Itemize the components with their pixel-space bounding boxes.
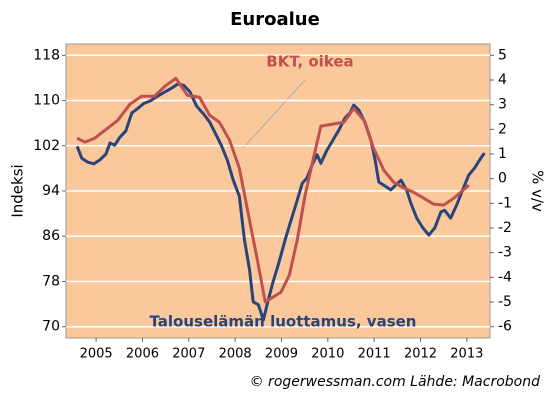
- annotation-leader: [242, 79, 306, 149]
- y2-tick-label: -4: [498, 269, 512, 285]
- series-line: [76, 76, 470, 304]
- y-axis-label: Indeksi: [9, 164, 27, 217]
- series-line: [75, 82, 486, 322]
- x-tick-label: 2005: [80, 347, 113, 362]
- y2-tick-label: -3: [498, 245, 512, 261]
- x-tick-label: 2013: [450, 347, 483, 362]
- y-tick-label: 86: [42, 228, 60, 244]
- source: © rogerwessman.com Lähde: Macrobond: [250, 374, 540, 390]
- y2-tick-label: 2: [498, 121, 507, 137]
- series-label: Talouselämän luottamus, vasen: [150, 313, 417, 331]
- y2-tick-label: 4: [498, 72, 507, 88]
- y-tick-label: 78: [42, 273, 60, 289]
- y2-tick-label: -2: [498, 220, 512, 236]
- x-tick-label: 2009: [265, 347, 298, 362]
- y2-tick-label: -1: [498, 195, 512, 211]
- y-tick-label: 70: [42, 319, 60, 335]
- y2-tick-label: 1: [498, 146, 507, 162]
- x-tick-label: 2007: [172, 347, 205, 362]
- y2-tick-label: 0: [498, 171, 507, 187]
- x-tick-label: 2011: [358, 347, 391, 362]
- series-label: BKT, oikea: [266, 53, 353, 71]
- y-tick-label: 94: [42, 183, 60, 199]
- chart-title: Euroalue: [230, 9, 320, 30]
- x-tick-label: 2008: [219, 347, 252, 362]
- x-tick-label: 2012: [404, 347, 437, 362]
- y2-tick-label: 5: [498, 47, 507, 63]
- y2-tick-label: -5: [498, 294, 512, 310]
- y-tick-label: 110: [33, 93, 60, 109]
- y-tick-label: 118: [33, 47, 60, 63]
- y2-tick-label: 3: [498, 97, 507, 113]
- y2-axis-label: % v/v: [529, 170, 547, 212]
- x-tick-label: 2010: [311, 347, 344, 362]
- y2-tick-label: -6: [498, 319, 512, 335]
- y-tick-label: 102: [33, 138, 60, 154]
- x-tick-label: 2006: [126, 347, 159, 362]
